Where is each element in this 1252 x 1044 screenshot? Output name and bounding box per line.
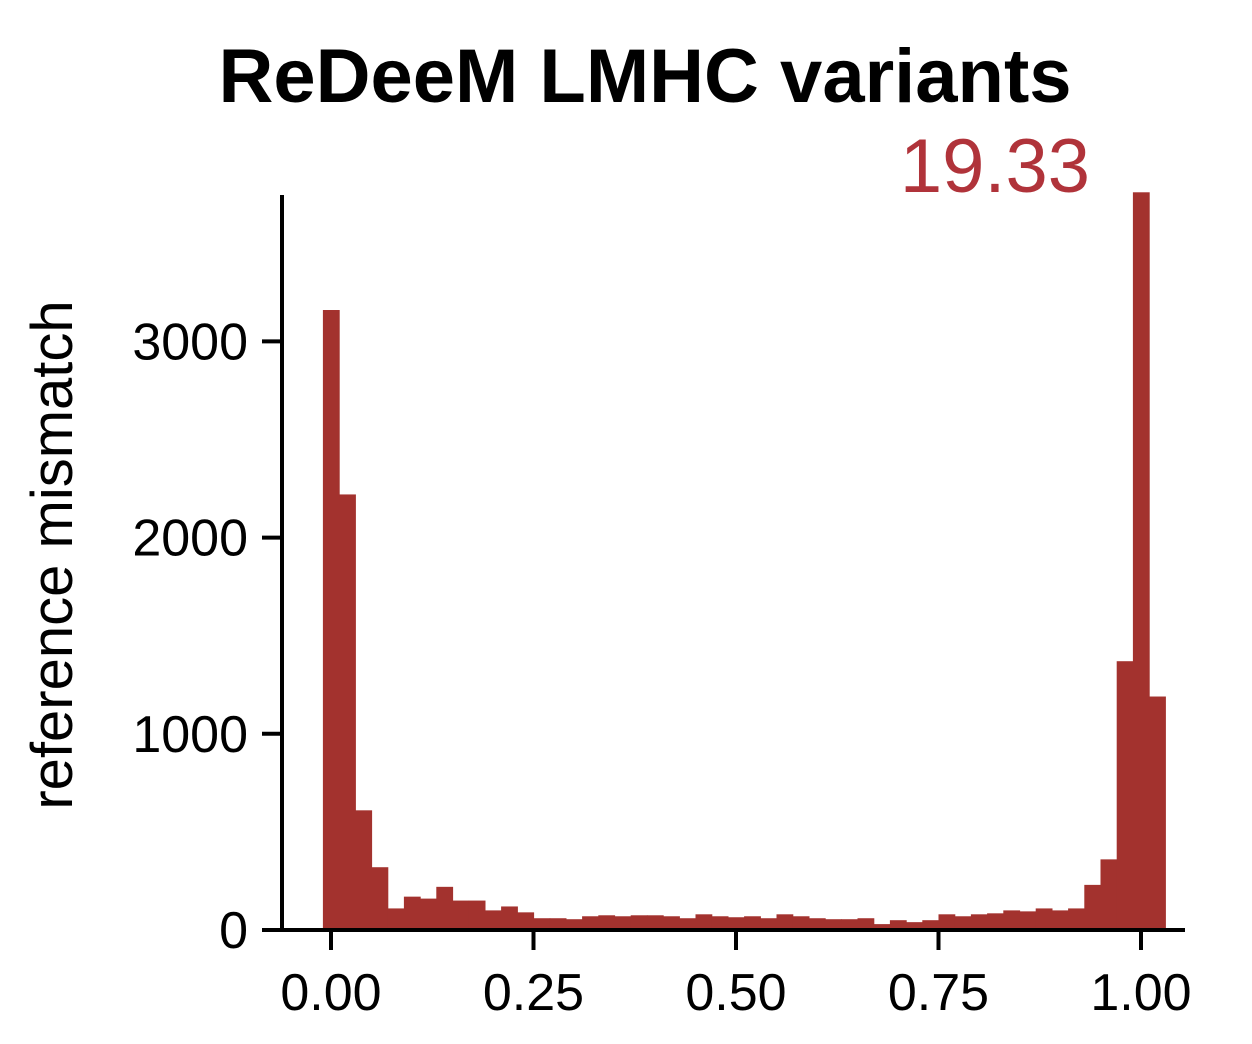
histogram-bar — [387, 908, 405, 930]
chart-annotation: 19.33 — [900, 124, 1090, 209]
histogram-bar — [825, 919, 842, 930]
histogram-bar — [987, 913, 1004, 930]
histogram-bar — [1100, 859, 1118, 930]
histogram-bar — [857, 918, 875, 930]
histogram-bar — [954, 916, 972, 930]
histogram-bar — [468, 900, 486, 930]
histogram-bar — [436, 886, 454, 930]
histogram-bar — [646, 915, 664, 930]
x-tick-label: 0.00 — [280, 964, 381, 1022]
y-tick-label: 3000 — [132, 313, 248, 371]
histogram-bar — [711, 916, 729, 930]
histogram-bar — [614, 916, 632, 930]
histogram-bar — [339, 494, 356, 930]
histogram-bar — [630, 915, 648, 930]
histogram-bar — [744, 916, 761, 930]
histogram-bar — [776, 914, 794, 930]
histogram-bar — [1051, 910, 1069, 930]
x-tick-label: 0.25 — [483, 964, 584, 1022]
histogram-bar — [792, 916, 810, 930]
histogram-bar — [922, 920, 940, 930]
histogram-bar — [1019, 911, 1037, 930]
histogram-bar — [355, 810, 373, 930]
histogram-bar — [403, 896, 421, 930]
histogram-bar — [322, 310, 340, 930]
y-tick-label: 1000 — [132, 706, 248, 764]
histogram-bar — [549, 918, 567, 930]
histogram-bar — [727, 917, 745, 930]
histogram-bar — [663, 916, 680, 930]
histogram-bar — [808, 918, 826, 930]
histogram-bar — [420, 898, 437, 930]
histogram-bar — [970, 914, 988, 930]
chart-title: ReDeeM LMHC variants — [218, 34, 1071, 119]
histogram-bar — [1068, 908, 1085, 930]
histogram-bar — [889, 920, 907, 930]
x-tick-label: 0.75 — [888, 964, 989, 1022]
histogram-bar — [1149, 696, 1166, 930]
histogram-bar — [533, 918, 551, 930]
x-ticks-group: 0.00 0.25 0.50 0.75 1.00 — [280, 930, 1192, 1022]
histogram-bar — [1003, 910, 1021, 930]
histogram-bar — [517, 912, 535, 930]
y-tick-label: 0 — [219, 902, 248, 960]
histogram-bar — [760, 918, 778, 930]
histogram-bar — [565, 919, 583, 930]
histogram-bar — [371, 867, 389, 930]
histogram-bar — [873, 924, 891, 930]
y-ticks-group: 0 1000 2000 3000 — [132, 313, 282, 960]
histogram-bar — [501, 906, 518, 930]
histogram-bar — [484, 910, 502, 930]
histogram-bar — [582, 916, 599, 930]
y-tick-label: 2000 — [132, 510, 248, 568]
histogram-bar — [906, 922, 923, 930]
histogram-bar — [1132, 192, 1150, 931]
bars-group — [322, 192, 1166, 931]
histogram-bar — [1084, 884, 1102, 930]
histogram-bar — [938, 914, 956, 930]
x-tick-label: 0.50 — [685, 964, 786, 1022]
histogram-bar — [695, 914, 713, 930]
histogram-bar — [1116, 661, 1134, 930]
histogram-bar — [679, 918, 697, 930]
histogram-bar — [841, 919, 859, 930]
x-tick-label: 1.00 — [1090, 964, 1191, 1022]
histogram-bar — [598, 915, 616, 930]
histogram-bar — [452, 900, 470, 930]
histogram-bar — [1035, 908, 1053, 930]
y-axis-label: reference mismatch — [20, 300, 85, 809]
